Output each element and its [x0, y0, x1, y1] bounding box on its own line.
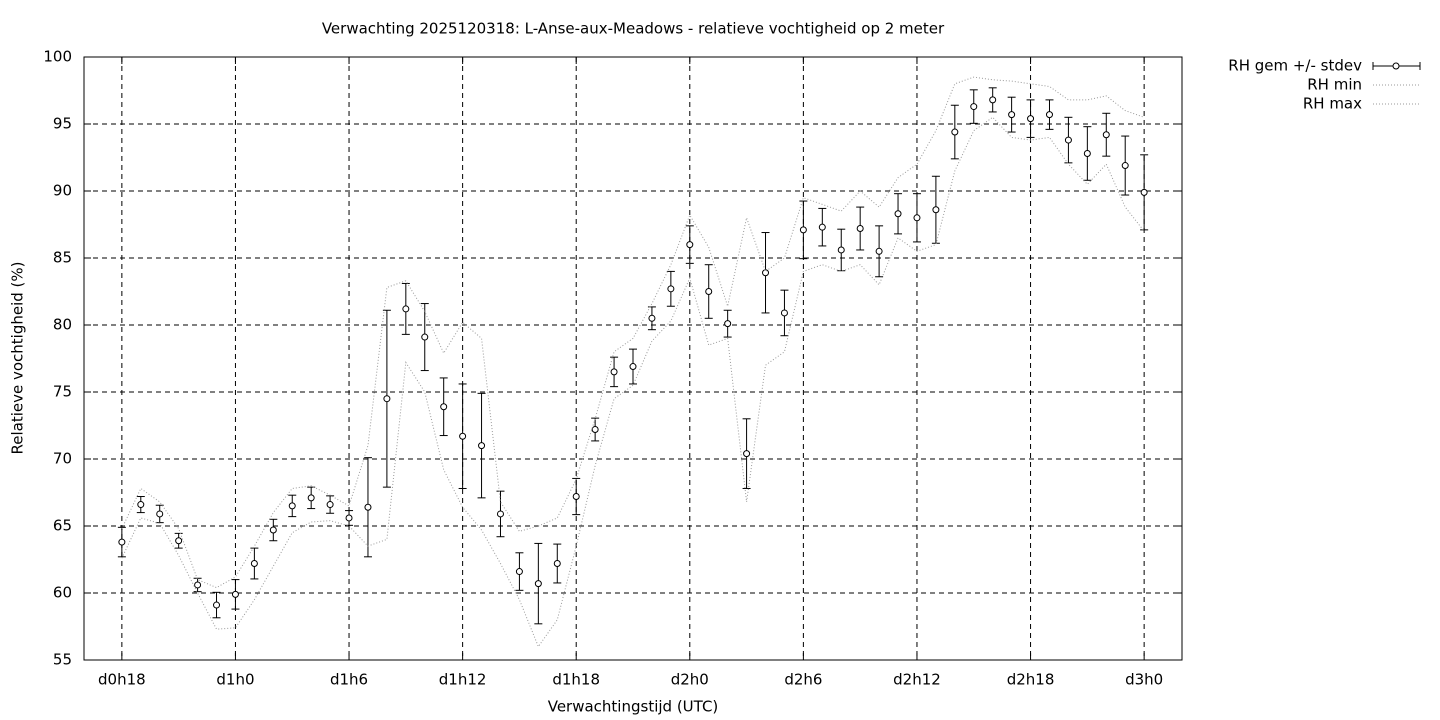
x-tick-label: d2h12: [893, 671, 941, 689]
point: [402, 305, 410, 313]
point: [610, 368, 618, 376]
point: [326, 501, 334, 509]
point: [288, 502, 296, 510]
point: [515, 568, 523, 576]
x-tick-label: d2h0: [671, 671, 709, 689]
point: [780, 309, 788, 317]
point: [1083, 149, 1091, 157]
point: [1140, 188, 1148, 196]
point: [932, 206, 940, 214]
point: [686, 241, 694, 249]
point: [478, 442, 486, 450]
point: [989, 96, 997, 104]
x-tick-label: d3h0: [1125, 671, 1163, 689]
y-tick-label: 85: [53, 249, 72, 267]
point: [1064, 136, 1072, 144]
point: [875, 247, 883, 255]
legend-sample: [1392, 62, 1400, 70]
y-tick-label: 60: [53, 584, 72, 602]
x-tick-label: d2h6: [784, 671, 822, 689]
legend-label: RH min: [1307, 76, 1362, 94]
y-tick-label: 70: [53, 450, 72, 468]
point: [894, 210, 902, 218]
point: [383, 395, 391, 403]
chart-title: Verwachting 2025120318: L-Anse-aux-Meado…: [322, 20, 945, 38]
x-tick-label: d0h18: [98, 671, 146, 689]
point: [496, 510, 504, 518]
y-tick-label: 75: [53, 383, 72, 401]
x-tick-label: d1h6: [330, 671, 368, 689]
point: [553, 560, 561, 568]
y-tick-label: 65: [53, 517, 72, 535]
point: [440, 403, 448, 411]
legend-label: RH max: [1303, 95, 1362, 113]
point: [213, 601, 221, 609]
point: [269, 526, 277, 534]
point: [1027, 115, 1035, 123]
y-tick-label: 55: [53, 651, 72, 669]
plot-border: [83, 56, 1183, 661]
point: [1121, 162, 1129, 170]
point: [799, 226, 807, 234]
point: [724, 320, 732, 328]
point: [837, 246, 845, 254]
point: [137, 501, 145, 509]
y-tick-label: 95: [53, 115, 72, 133]
legend-label: RH gem +/- stdev: [1228, 57, 1362, 75]
line: [121, 76, 1145, 589]
x-tick-label: d1h18: [552, 671, 600, 689]
point: [194, 581, 202, 589]
point: [1045, 111, 1053, 119]
point: [648, 314, 656, 322]
point: [1102, 131, 1110, 139]
x-tick-label: d1h12: [439, 671, 487, 689]
y-tick-label: 80: [53, 316, 72, 334]
point: [913, 214, 921, 222]
point: [118, 538, 126, 546]
point: [743, 450, 751, 458]
point: [250, 560, 258, 568]
point: [459, 432, 467, 440]
point: [572, 493, 580, 501]
y-tick-label: 100: [43, 48, 72, 66]
point: [421, 333, 429, 341]
x-axis-label: Verwachtingstijd (UTC): [548, 698, 719, 716]
point: [1008, 111, 1016, 119]
point: [951, 128, 959, 136]
x-tick-label: d2h18: [1007, 671, 1055, 689]
point: [345, 514, 353, 522]
point: [856, 225, 864, 233]
point: [970, 103, 978, 111]
point: [591, 426, 599, 434]
point: [231, 590, 239, 598]
point: [307, 494, 315, 502]
point: [175, 537, 183, 545]
point: [762, 269, 770, 277]
point: [534, 580, 542, 588]
y-axis-label: Relatieve vochtigheid (%): [9, 261, 27, 454]
point: [818, 223, 826, 231]
point: [667, 285, 675, 293]
point: [364, 503, 372, 511]
y-tick-label: 90: [53, 182, 72, 200]
point: [629, 363, 637, 371]
point: [705, 288, 713, 295]
x-tick-label: d1h0: [216, 671, 254, 689]
point: [156, 510, 164, 518]
